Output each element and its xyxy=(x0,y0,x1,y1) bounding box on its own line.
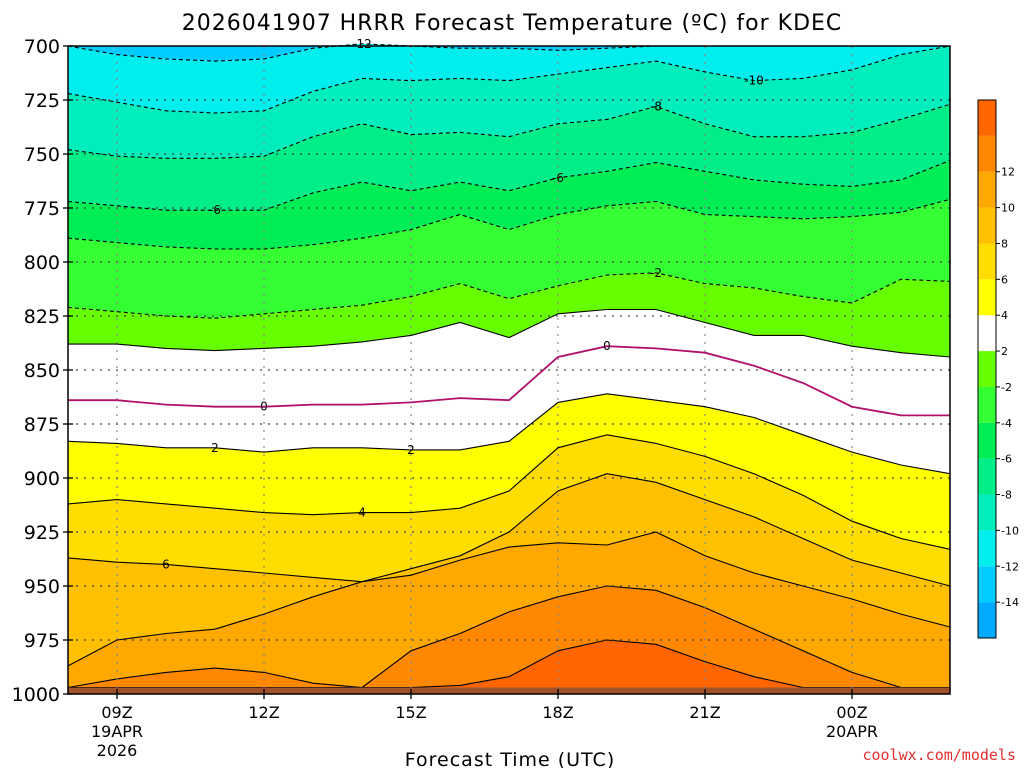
colorbar-swatch xyxy=(978,602,996,638)
colorbar-label: 12 xyxy=(1001,166,1015,179)
band-minus-2 xyxy=(68,272,950,357)
colorbar-label: -12 xyxy=(1001,560,1019,573)
x-tick-year: 2026 xyxy=(97,741,138,760)
colorbar-label: 10 xyxy=(1001,202,1015,215)
isotherm-minus-8 xyxy=(67,103,951,159)
band-plus-6 xyxy=(68,473,950,666)
band-minus-14 xyxy=(68,43,950,62)
plot-area: -12 -10 -8 -6 -6 -2 0 0 2 2 4 6 xyxy=(67,37,951,694)
x-tick-label: 00Z xyxy=(836,703,867,722)
colorbar-swatch xyxy=(978,386,996,423)
colorbar-frame xyxy=(977,99,997,639)
colorbar-swatch xyxy=(978,207,996,244)
contour-label: -10 xyxy=(744,74,764,88)
ground-surface xyxy=(68,687,950,694)
colorbar-swatch xyxy=(978,566,996,603)
isotherm-4 xyxy=(67,434,951,550)
y-tick-label: 750 xyxy=(24,144,60,166)
band-plus-10-contour xyxy=(67,585,950,689)
isotherm-6 xyxy=(67,473,951,587)
chart-title: 2026041907 HRRR Forecast Temperature (ºC… xyxy=(182,11,843,36)
credit-link[interactable]: coolwx.com/models xyxy=(862,746,1016,764)
band-minus-6 xyxy=(68,160,950,249)
contour-label: 2 xyxy=(407,443,415,457)
contour-label: 2 xyxy=(211,441,219,455)
contour-label: 6 xyxy=(162,557,170,571)
band-plus-12 xyxy=(68,640,950,688)
band-zero-upper xyxy=(68,309,950,416)
contour-label: -2 xyxy=(650,266,662,280)
y-tick-label: 825 xyxy=(24,306,60,328)
y-tick-label: 850 xyxy=(24,360,60,382)
colorbar-swatch xyxy=(978,135,996,172)
colorbar-swatch xyxy=(978,351,996,387)
x-tick-label: 12Z xyxy=(248,703,279,722)
band-plus-10 xyxy=(68,586,950,688)
x-tick-label: 21Z xyxy=(689,703,720,722)
colorbar-swatch xyxy=(978,315,996,352)
colorbar-swatch xyxy=(978,494,996,531)
contour-label: 0 xyxy=(603,339,611,353)
colorbar-swatch xyxy=(978,458,996,495)
isotherm-minus-4 xyxy=(67,198,951,250)
y-tick-label: 950 xyxy=(24,576,60,598)
isotherm-2 xyxy=(68,308,951,358)
contour-label: -6 xyxy=(552,171,564,185)
colorbar-label: -14 xyxy=(1001,596,1019,609)
colorbar-label: -4 xyxy=(1001,417,1012,430)
colorbar-swatch xyxy=(978,100,996,136)
colorbar-swatch xyxy=(978,171,996,208)
contour-label: -12 xyxy=(352,37,372,51)
colorbar-swatch xyxy=(978,243,996,280)
colorbar-label: -8 xyxy=(1001,489,1012,502)
band-minus-10 xyxy=(68,46,950,159)
colorbar-label: 2 xyxy=(1001,345,1008,358)
band-plus-2 xyxy=(68,393,950,550)
colorbar-label: 4 xyxy=(1001,309,1008,322)
y-tick-label: 975 xyxy=(24,630,60,652)
band-zero-lower xyxy=(68,346,950,474)
band-minus-4 xyxy=(68,199,950,319)
x-tick-label: 15Z xyxy=(395,703,426,722)
isotherm-minus-2 xyxy=(67,272,951,319)
colorbar: -14 -12 -10 -8 -6 -4 -2 2 4 6 8 10 12 xyxy=(977,99,1019,639)
colorbar-label: -10 xyxy=(1001,524,1019,537)
y-tick-label: 875 xyxy=(24,414,60,436)
x-tick-date: 20APR xyxy=(826,722,878,741)
contour-label: 4 xyxy=(358,506,366,520)
band-minus-12 xyxy=(68,43,950,113)
contour-label: -6 xyxy=(209,203,221,217)
band-plus-4 xyxy=(68,434,950,586)
y-tick-label: 800 xyxy=(24,252,60,274)
colorbar-label: 6 xyxy=(1001,273,1008,286)
y-tick-label: 700 xyxy=(24,36,60,58)
x-tick-date: 19APR xyxy=(91,722,143,741)
colorbar-swatch xyxy=(978,422,996,459)
band-plus-12-contour xyxy=(68,639,950,689)
colorbar-label: -6 xyxy=(1001,453,1012,466)
isotherm-0 xyxy=(68,345,950,417)
y-tick-label: 725 xyxy=(24,90,60,112)
y-tick-label: 900 xyxy=(24,468,60,490)
isotherm-2-5 xyxy=(67,393,951,475)
isotherm-8 xyxy=(67,531,951,667)
x-tick-label: 18Z xyxy=(542,703,573,722)
isotherm-minus-10 xyxy=(67,45,951,114)
y-tick-label: 1000 xyxy=(12,684,60,706)
y-tick-label: 775 xyxy=(24,198,60,220)
x-axis-title: Forecast Time (UTC) xyxy=(405,749,615,768)
band-minus-8 xyxy=(68,104,950,211)
x-tick-label: 09Z xyxy=(101,703,132,722)
y-tick-label: 925 xyxy=(24,522,60,544)
colorbar-label: 8 xyxy=(1001,237,1008,250)
colorbar-swatch xyxy=(978,279,996,316)
colorbar-swatch xyxy=(978,530,996,567)
colorbar-label: -2 xyxy=(1001,381,1012,394)
axes: 700 725 750 775 800 825 850 875 900 925 950 975 1000… xyxy=(12,36,951,760)
isotherm-minus-6 xyxy=(67,159,951,211)
contour-label: -8 xyxy=(650,99,662,113)
contour-label: 0 xyxy=(260,400,268,414)
